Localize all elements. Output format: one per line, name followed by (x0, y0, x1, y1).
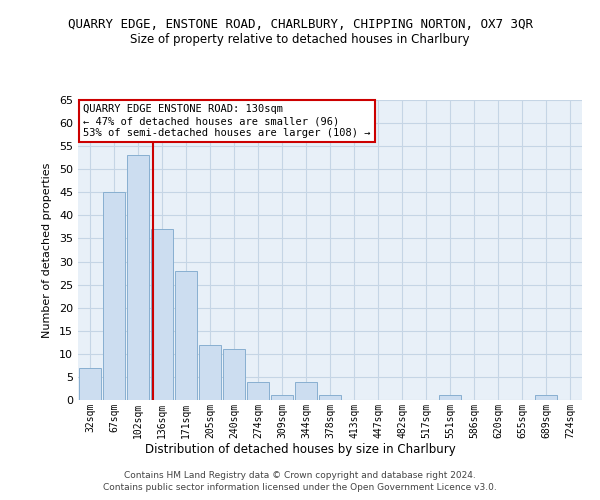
Bar (247, 382, 269, 400)
Bar (295, 382, 317, 400)
Text: Size of property relative to detached houses in Charlbury: Size of property relative to detached ho… (130, 32, 470, 46)
Bar (127, 156, 149, 400)
Text: QUARRY EDGE ENSTONE ROAD: 130sqm
← 47% of detached houses are smaller (96)
53% o: QUARRY EDGE ENSTONE ROAD: 130sqm ← 47% o… (83, 104, 371, 138)
Bar (271, 396, 293, 400)
Y-axis label: Number of detached properties: Number of detached properties (42, 162, 52, 338)
Bar (175, 271, 197, 400)
Bar (151, 229, 173, 400)
Bar (535, 396, 557, 400)
Bar (199, 344, 221, 400)
Bar (103, 192, 125, 400)
Text: Contains public sector information licensed under the Open Government Licence v3: Contains public sector information licen… (103, 484, 497, 492)
Text: Distribution of detached houses by size in Charlbury: Distribution of detached houses by size … (145, 442, 455, 456)
Bar (79, 368, 101, 400)
Text: QUARRY EDGE, ENSTONE ROAD, CHARLBURY, CHIPPING NORTON, OX7 3QR: QUARRY EDGE, ENSTONE ROAD, CHARLBURY, CH… (67, 18, 533, 30)
Bar (223, 349, 245, 400)
Bar (439, 396, 461, 400)
Text: Contains HM Land Registry data © Crown copyright and database right 2024.: Contains HM Land Registry data © Crown c… (124, 471, 476, 480)
Bar (319, 396, 341, 400)
